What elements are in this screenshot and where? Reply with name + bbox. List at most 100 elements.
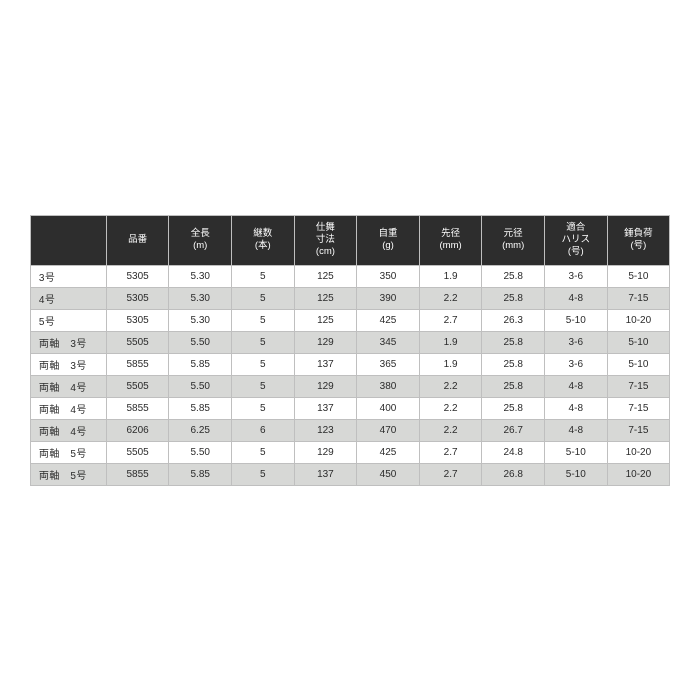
table-row: 5号53055.3051254252.726.35-1010-20 (30, 309, 669, 331)
table-cell: 125 (294, 309, 357, 331)
table-cell: 380 (357, 375, 420, 397)
table-cell: 129 (294, 441, 357, 463)
table-row: 両軸 5号55055.5051294252.724.85-1010-20 (30, 441, 669, 463)
table-cell: 7-15 (607, 419, 670, 441)
table-cell: 7-15 (607, 397, 670, 419)
table-cell: 5.30 (169, 309, 232, 331)
table-cell: 5.50 (169, 375, 232, 397)
table-cell: 5.85 (169, 353, 232, 375)
table-cell: 5-10 (544, 463, 607, 485)
table-cell: 5-10 (607, 353, 670, 375)
table-cell: 10-20 (607, 309, 670, 331)
row-label-cell: 両軸 4号 (30, 419, 106, 441)
table-cell: 137 (294, 463, 357, 485)
table-cell: 25.8 (482, 287, 545, 309)
row-label-cell: 両軸 5号 (30, 463, 106, 485)
table-cell: 5.50 (169, 331, 232, 353)
table-cell: 26.7 (482, 419, 545, 441)
table-header-cell: 適合ハリス(号) (544, 215, 607, 265)
image-frame: 品番全長(m)継数(本)仕舞寸法(cm)自重(g)先径(mm)元径(mm)適合ハ… (0, 0, 700, 700)
table-header-cell: 元径(mm) (482, 215, 545, 265)
table-cell: 137 (294, 397, 357, 419)
table-cell: 4-8 (544, 419, 607, 441)
row-label-cell: 両軸 4号 (30, 397, 106, 419)
table-row: 両軸 3号55055.5051293451.925.83-65-10 (30, 331, 669, 353)
table-cell: 450 (357, 463, 420, 485)
row-label-cell: 両軸 5号 (30, 441, 106, 463)
table-cell: 25.8 (482, 397, 545, 419)
table-cell: 10-20 (607, 463, 670, 485)
spec-table: 品番全長(m)継数(本)仕舞寸法(cm)自重(g)先径(mm)元径(mm)適合ハ… (30, 215, 670, 486)
table-cell: 1.9 (419, 331, 482, 353)
table-cell: 2.2 (419, 397, 482, 419)
table-cell: 25.8 (482, 331, 545, 353)
table-cell: 6 (232, 419, 295, 441)
table-row: 両軸 4号55055.5051293802.225.84-87-15 (30, 375, 669, 397)
table-cell: 123 (294, 419, 357, 441)
table-cell: 1.9 (419, 353, 482, 375)
table-cell: 7-15 (607, 287, 670, 309)
table-cell: 5505 (106, 375, 169, 397)
table-cell: 10-20 (607, 441, 670, 463)
table-cell: 5.85 (169, 463, 232, 485)
table-cell: 24.8 (482, 441, 545, 463)
table-cell: 129 (294, 375, 357, 397)
table-cell: 5855 (106, 353, 169, 375)
table-cell: 5-10 (607, 331, 670, 353)
table-cell: 4-8 (544, 397, 607, 419)
table-cell: 425 (357, 441, 420, 463)
table-cell: 400 (357, 397, 420, 419)
table-cell: 2.2 (419, 375, 482, 397)
row-label-cell: 3号 (30, 265, 106, 287)
row-label-cell: 4号 (30, 287, 106, 309)
table-cell: 26.8 (482, 463, 545, 485)
table-cell: 26.3 (482, 309, 545, 331)
table-header-cell: 継数(本) (232, 215, 295, 265)
table-cell: 5 (232, 375, 295, 397)
table-cell: 5505 (106, 441, 169, 463)
table-cell: 2.2 (419, 419, 482, 441)
table-cell: 345 (357, 331, 420, 353)
table-cell: 5305 (106, 287, 169, 309)
table-row: 3号53055.3051253501.925.83-65-10 (30, 265, 669, 287)
table-header-row: 品番全長(m)継数(本)仕舞寸法(cm)自重(g)先径(mm)元径(mm)適合ハ… (30, 215, 669, 265)
table-cell: 5 (232, 397, 295, 419)
table-cell: 5 (232, 265, 295, 287)
table-cell: 5.50 (169, 441, 232, 463)
table-header-cell: 全長(m) (169, 215, 232, 265)
table-cell: 25.8 (482, 265, 545, 287)
table-cell: 3-6 (544, 265, 607, 287)
table-cell: 5 (232, 463, 295, 485)
table-cell: 2.7 (419, 441, 482, 463)
table-cell: 365 (357, 353, 420, 375)
table-cell: 2.7 (419, 463, 482, 485)
table-cell: 470 (357, 419, 420, 441)
table-cell: 6.25 (169, 419, 232, 441)
table-cell: 2.7 (419, 309, 482, 331)
table-cell: 3-6 (544, 353, 607, 375)
table-cell: 137 (294, 353, 357, 375)
table-cell: 4-8 (544, 287, 607, 309)
table-cell: 5.85 (169, 397, 232, 419)
table-cell: 5 (232, 309, 295, 331)
table-cell: 6206 (106, 419, 169, 441)
table-row: 両軸 4号62066.2561234702.226.74-87-15 (30, 419, 669, 441)
table-cell: 5855 (106, 397, 169, 419)
table-cell: 5 (232, 353, 295, 375)
row-label-cell: 5号 (30, 309, 106, 331)
table-header-cell: 品番 (106, 215, 169, 265)
table-row: 両軸 5号58555.8551374502.726.85-1010-20 (30, 463, 669, 485)
table-cell: 5 (232, 441, 295, 463)
table-cell: 5 (232, 331, 295, 353)
table-cell: 5.30 (169, 265, 232, 287)
table-cell: 5 (232, 287, 295, 309)
table-cell: 5-10 (607, 265, 670, 287)
row-label-cell: 両軸 3号 (30, 331, 106, 353)
table-cell: 390 (357, 287, 420, 309)
table-cell: 3-6 (544, 331, 607, 353)
table-cell: 5-10 (544, 441, 607, 463)
row-label-cell: 両軸 4号 (30, 375, 106, 397)
table-row: 4号53055.3051253902.225.84-87-15 (30, 287, 669, 309)
content-area: 品番全長(m)継数(本)仕舞寸法(cm)自重(g)先径(mm)元径(mm)適合ハ… (14, 14, 686, 686)
table-cell: 5-10 (544, 309, 607, 331)
